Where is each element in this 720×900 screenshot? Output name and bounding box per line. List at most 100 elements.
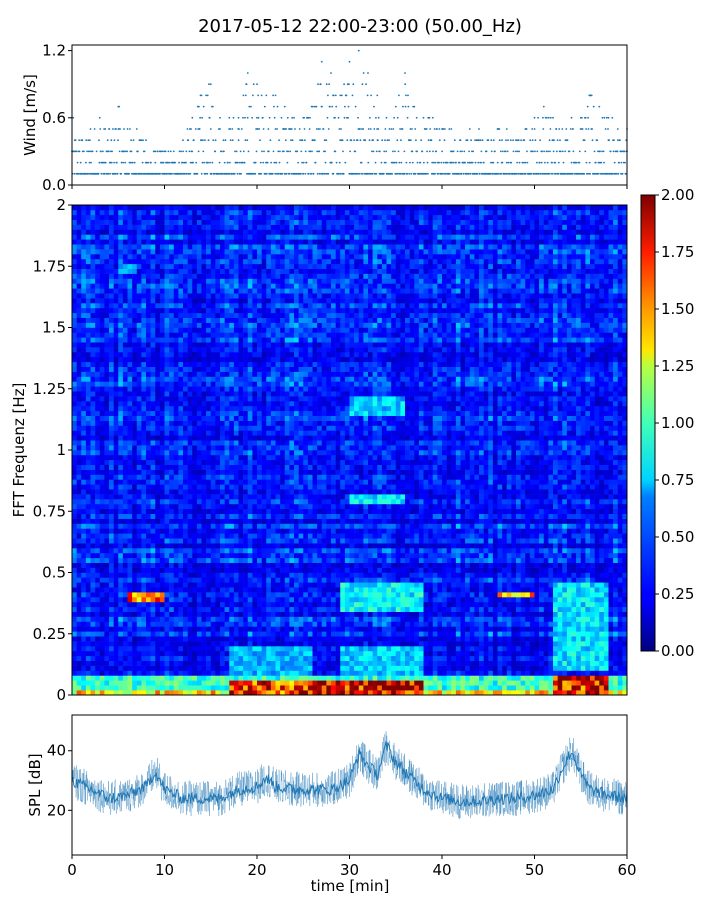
spectrogram-cell <box>248 607 253 612</box>
wind-point <box>423 162 425 164</box>
wind-point <box>98 139 100 141</box>
spectrogram-cell <box>382 631 387 636</box>
spectrogram-cell <box>188 592 193 597</box>
spectrogram-cell <box>100 587 105 592</box>
spectrogram-cell <box>414 651 419 656</box>
wind-point <box>388 139 390 141</box>
wind-point <box>369 139 371 141</box>
spectrogram-cell <box>280 597 285 602</box>
spectrogram-cell <box>229 548 234 553</box>
spectrogram-cell <box>345 577 350 582</box>
spectrogram-cell <box>294 661 299 666</box>
spectrogram-cell <box>419 568 424 573</box>
spectrogram-cell <box>433 646 438 651</box>
spectrogram-cell <box>86 675 91 680</box>
wind-point <box>136 173 138 175</box>
spectrogram-cell <box>470 612 475 617</box>
wind-point <box>144 151 146 153</box>
spectrogram-cell <box>461 597 466 602</box>
wind-point <box>405 106 407 108</box>
wind-point <box>415 139 417 141</box>
spectrogram-cell <box>280 582 285 587</box>
spectrogram-cell <box>141 636 146 641</box>
wind-point <box>243 151 245 153</box>
spectrogram-cell <box>470 685 475 690</box>
spectrogram-cell <box>400 597 405 602</box>
spectrogram-cell <box>141 656 146 661</box>
spectrogram-cell <box>572 656 577 661</box>
spectrogram-cell <box>479 573 484 578</box>
spectrogram-cell <box>581 563 586 568</box>
spectrogram-cell <box>539 685 544 690</box>
spectrogram-cell <box>414 592 419 597</box>
spectrogram-cell <box>229 573 234 578</box>
spectrogram-cell <box>141 622 146 627</box>
spectrogram-cell <box>192 626 197 631</box>
spectrogram-cell <box>280 553 285 558</box>
spectrogram-cell <box>345 656 350 661</box>
spectrogram-cell <box>81 661 86 666</box>
spectrogram-cell <box>91 622 96 627</box>
spectrogram-cell <box>322 641 327 646</box>
spectrogram-cell <box>544 602 549 607</box>
spectrogram-cell <box>132 671 137 676</box>
wind-point <box>319 128 321 130</box>
spectrogram-cell <box>387 622 392 627</box>
wind-point <box>506 162 508 164</box>
spectrogram-cell <box>562 622 567 627</box>
wind-point <box>454 139 456 141</box>
spectrogram-cell <box>257 602 262 607</box>
spectrogram-cell <box>243 661 248 666</box>
spectrogram-cell <box>169 592 174 597</box>
spectrogram-cell <box>437 602 442 607</box>
wind-point <box>394 151 396 153</box>
spectrogram-cell <box>174 587 179 592</box>
spectrogram-cell <box>151 577 156 582</box>
spectrogram-cell <box>400 671 405 676</box>
spectrogram-cell <box>553 661 558 666</box>
spectrogram-cell <box>86 666 91 671</box>
wind-point <box>150 162 152 164</box>
spectrogram-cell <box>169 626 174 631</box>
spectrogram-cell <box>331 573 336 578</box>
wind-point <box>426 128 428 130</box>
spectrogram-cell <box>572 641 577 646</box>
spectrogram-cell <box>442 582 447 587</box>
spectrogram-cell <box>141 651 146 656</box>
spectrogram-cell <box>535 641 540 646</box>
wind-point <box>191 151 193 153</box>
spectrogram-cell <box>498 636 503 641</box>
spectrogram-cell <box>137 548 142 553</box>
spectrogram-cell <box>336 612 341 617</box>
spectrogram-cell <box>81 626 86 631</box>
spectrogram-cell <box>188 582 193 587</box>
spectrogram-cell <box>525 651 530 656</box>
spectrogram-cell <box>419 602 424 607</box>
spectrogram-cell <box>146 636 151 641</box>
spectrogram-cell <box>239 675 244 680</box>
spectrogram-cell <box>548 582 553 587</box>
spectrogram-cell <box>109 680 114 685</box>
spectrogram-cell <box>419 666 424 671</box>
spectrogram-cell <box>465 631 470 636</box>
spectrogram-cell <box>525 558 530 563</box>
spectrogram-cell <box>414 675 419 680</box>
spectrogram-cell <box>72 612 77 617</box>
wind-point <box>536 151 538 153</box>
spectrogram-cell <box>183 636 188 641</box>
spectrogram-cell <box>474 617 479 622</box>
wind-point <box>258 128 260 130</box>
spectrogram-cell <box>165 597 170 602</box>
spectrogram-cell <box>585 577 590 582</box>
spectrogram-cell <box>252 563 257 568</box>
wind-y-tick-label: 1.2 <box>42 42 66 60</box>
spectrogram-cell <box>391 597 396 602</box>
spectrogram-cell <box>109 646 114 651</box>
spectrogram-cell <box>525 666 530 671</box>
spectrogram-cell <box>373 680 378 685</box>
spectrogram-cell <box>160 656 165 661</box>
spectrogram-cell <box>137 631 142 636</box>
wind-point <box>543 106 545 108</box>
spectrogram-cell <box>377 573 382 578</box>
spectrogram-cell <box>299 582 304 587</box>
